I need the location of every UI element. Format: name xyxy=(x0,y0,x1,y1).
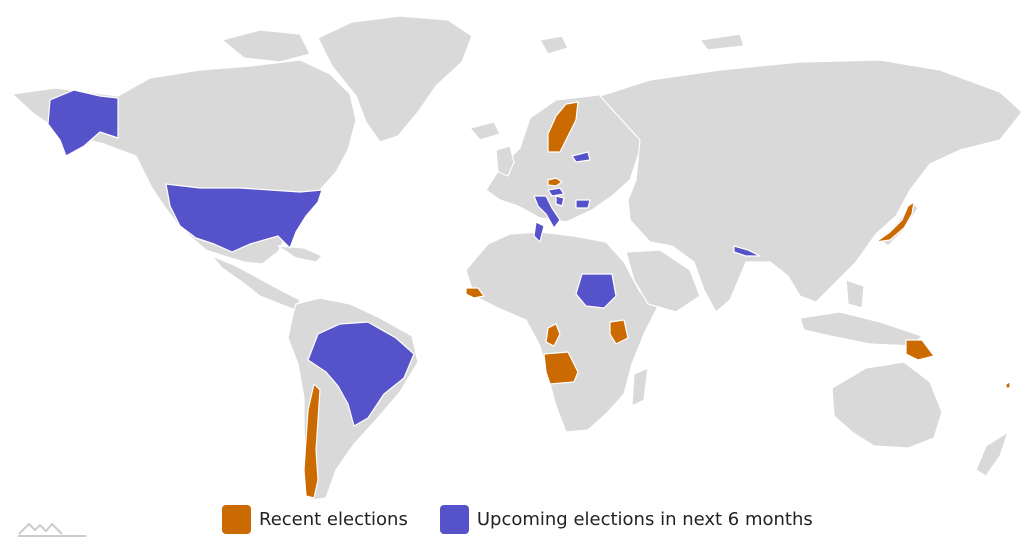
country-czech-republic[interactable] xyxy=(547,177,563,187)
country-arctic-islands[interactable] xyxy=(221,29,311,63)
country-british-isles[interactable] xyxy=(495,145,515,177)
country-alaska[interactable] xyxy=(47,89,119,157)
country-madagascar[interactable] xyxy=(631,367,649,407)
country-greenland[interactable] xyxy=(317,15,473,143)
country-hungary[interactable] xyxy=(547,187,565,197)
mountain-line-icon xyxy=(18,523,86,537)
country-tunisia[interactable] xyxy=(533,221,545,243)
country-australia[interactable] xyxy=(831,361,943,449)
country-sudan[interactable] xyxy=(575,273,617,309)
country-new-zealand[interactable] xyxy=(975,431,1009,477)
country-angola[interactable] xyxy=(543,351,579,385)
country-sweden[interactable] xyxy=(547,101,579,153)
legend-label-recent: Recent elections xyxy=(259,508,408,530)
country-chile[interactable] xyxy=(303,383,321,499)
highlighted-countries xyxy=(47,89,1011,499)
country-italy[interactable] xyxy=(533,195,561,229)
country-central-america[interactable] xyxy=(211,255,301,311)
country-novaya-zemlya[interactable] xyxy=(699,33,745,51)
country-latvia[interactable] xyxy=(571,151,591,163)
legend-label-upcoming: Upcoming elections in next 6 months xyxy=(476,508,813,530)
country-north-america[interactable] xyxy=(11,59,357,265)
country-philippines[interactable] xyxy=(845,279,865,309)
legend-swatch-upcoming xyxy=(439,504,469,534)
country-vanuatu[interactable] xyxy=(1005,381,1011,389)
legend-item-upcoming[interactable]: Upcoming elections in next 6 months xyxy=(439,504,813,534)
country-bulgaria[interactable] xyxy=(575,199,591,209)
country-brazil[interactable] xyxy=(307,321,415,427)
legend: Recent elections Upcoming elections in n… xyxy=(222,503,845,535)
country-united-states[interactable] xyxy=(165,183,323,253)
country-arabia[interactable] xyxy=(625,249,701,313)
country-svalbard[interactable] xyxy=(539,35,569,55)
legend-item-recent[interactable]: Recent elections xyxy=(222,504,408,534)
world-countries xyxy=(11,15,1023,501)
country-kenya[interactable] xyxy=(609,319,629,345)
country-nepal[interactable] xyxy=(733,245,761,257)
country-iceland[interactable] xyxy=(469,121,501,141)
country-papua-new-guinea[interactable] xyxy=(905,339,935,361)
legend-swatch-recent xyxy=(222,504,251,534)
country-indonesia[interactable] xyxy=(799,311,923,347)
country-republic-of-the-congo[interactable] xyxy=(545,323,561,347)
country-caribbean[interactable] xyxy=(277,245,323,263)
country-senegal[interactable] xyxy=(465,287,485,299)
country-bosnia-and-herzegovina[interactable] xyxy=(555,195,565,207)
chart-brand-logo[interactable] xyxy=(18,516,88,538)
country-asia[interactable] xyxy=(599,59,1023,313)
country-japan[interactable] xyxy=(875,201,915,243)
